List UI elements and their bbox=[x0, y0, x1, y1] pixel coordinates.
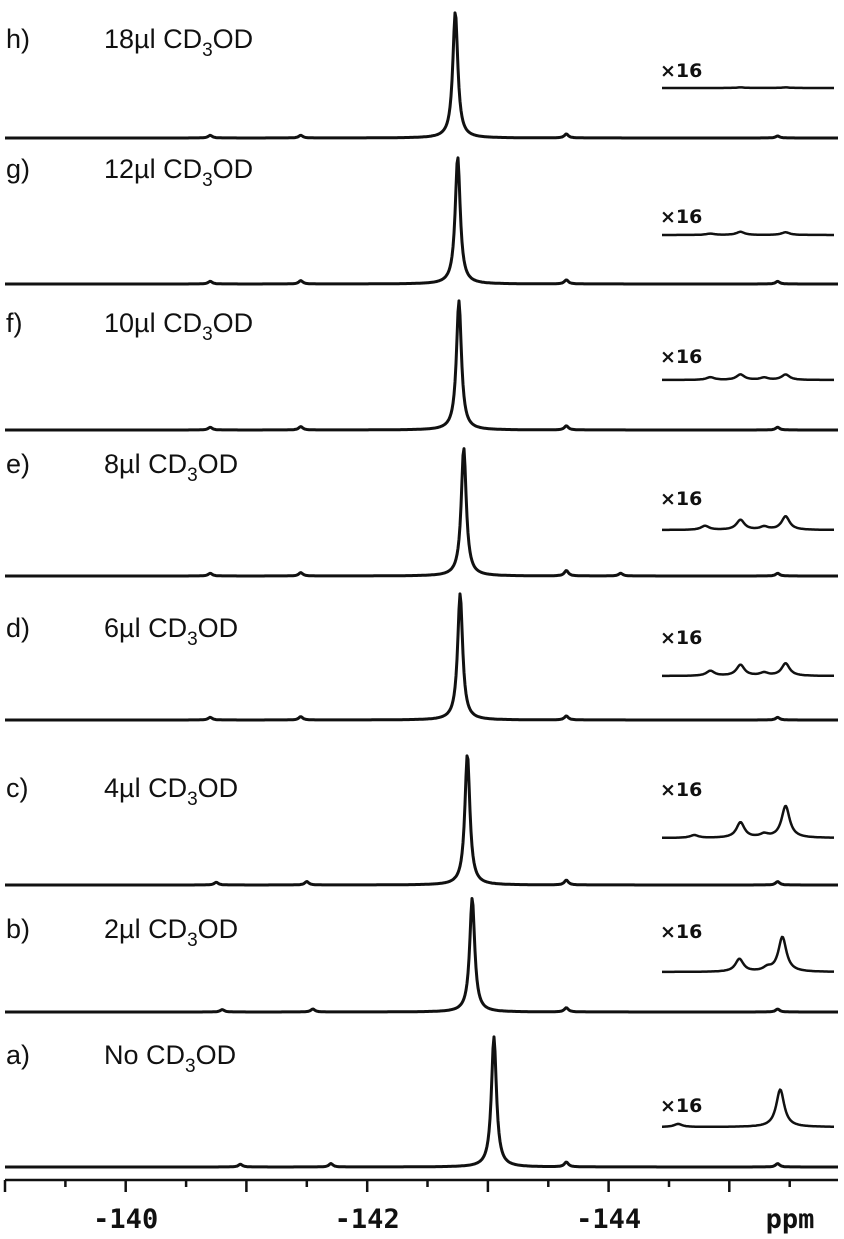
trace-name-tail-a: OD bbox=[196, 1040, 237, 1070]
x-tick-label: -144 bbox=[576, 1204, 641, 1235]
magnification-label-h: ×16 bbox=[660, 60, 702, 82]
trace-name-g: 12µl CD3OD bbox=[104, 154, 253, 191]
spectrum-a: ×16 a) No CD3OD bbox=[4, 1035, 839, 1169]
trace-name-main-c: 4µl CD bbox=[104, 773, 187, 803]
magnification-label-d: ×16 bbox=[660, 627, 702, 649]
spectrum-trace-h bbox=[4, 11, 839, 140]
x-tick-label: -142 bbox=[335, 1204, 400, 1235]
trace-name-sub-d: 3 bbox=[187, 629, 198, 650]
spectrum-e: ×16 e) 8µl CD3OD bbox=[4, 447, 839, 578]
x-axis-label: ppm bbox=[766, 1204, 815, 1235]
spectrum-b: ×16 b) 2µl CD3OD bbox=[4, 897, 839, 1014]
spectrum-trace-g bbox=[4, 156, 839, 286]
x-tick-label: -140 bbox=[93, 1204, 158, 1235]
spectrum-trace-c bbox=[4, 754, 839, 887]
trace-letter-f: f) bbox=[6, 308, 23, 338]
magnification-label-c: ×16 bbox=[660, 779, 702, 801]
spectrum-trace-f bbox=[4, 299, 839, 432]
spectra-group: ×16a) No CD3OD×16b) 2µl CD3OD×16c) 4µl CD3O… bbox=[4, 11, 839, 1169]
inset-trace-c bbox=[661, 804, 835, 840]
spectrum-trace-b bbox=[4, 897, 839, 1014]
inset-trace-a bbox=[661, 1088, 835, 1129]
trace-name-sub-g: 3 bbox=[202, 170, 213, 191]
magnification-label-e: ×16 bbox=[660, 488, 702, 510]
trace-name-sub-f: 3 bbox=[202, 324, 213, 345]
x-axis: -140 -142 -144 ppm bbox=[3, 1178, 838, 1235]
inset-trace-f bbox=[661, 373, 835, 382]
trace-letter-e: e) bbox=[6, 449, 30, 479]
trace-name-main-b: 2µl CD bbox=[104, 914, 187, 944]
trace-letter-h: h) bbox=[6, 24, 30, 54]
trace-name-tail-f: OD bbox=[213, 308, 254, 338]
trace-letter-c: c) bbox=[6, 773, 29, 803]
inset-trace-e bbox=[661, 515, 835, 532]
trace-name-tail-g: OD bbox=[213, 154, 254, 184]
trace-name-tail-b: OD bbox=[198, 914, 239, 944]
trace-name-f: 10µl CD3OD bbox=[104, 308, 253, 345]
trace-name-a: No CD3OD bbox=[104, 1040, 236, 1077]
trace-name-b: 2µl CD3OD bbox=[104, 914, 238, 951]
trace-name-sub-c: 3 bbox=[187, 789, 198, 810]
spectrum-trace-e bbox=[4, 447, 839, 578]
spectrum-trace-d bbox=[4, 592, 839, 722]
spectrum-h: ×16 h) 18µl CD3OD bbox=[4, 11, 839, 140]
trace-name-main-h: 18µl CD bbox=[104, 24, 202, 54]
trace-name-sub-h: 3 bbox=[202, 40, 213, 61]
magnification-label-a: ×16 bbox=[660, 1095, 702, 1117]
magnification-label-b: ×16 bbox=[660, 921, 702, 943]
inset-trace-h bbox=[661, 86, 835, 90]
spectrum-trace-a bbox=[4, 1035, 839, 1169]
trace-name-tail-e: OD bbox=[198, 449, 239, 479]
magnification-label-f: ×16 bbox=[660, 346, 702, 368]
inset-trace-g bbox=[661, 230, 835, 237]
trace-name-tail-c: OD bbox=[198, 773, 239, 803]
inset-trace-d bbox=[661, 662, 835, 678]
trace-letter-a: a) bbox=[6, 1040, 30, 1070]
trace-name-sub-b: 3 bbox=[187, 930, 198, 951]
trace-name-main-e: 8µl CD bbox=[104, 449, 187, 479]
trace-letter-b: b) bbox=[6, 914, 30, 944]
spectrum-c: ×16 c) 4µl CD3OD bbox=[4, 754, 839, 887]
trace-name-sub-a: 3 bbox=[185, 1056, 196, 1077]
trace-name-tail-d: OD bbox=[198, 613, 239, 643]
trace-name-c: 4µl CD3OD bbox=[104, 773, 238, 810]
trace-name-tail-h: OD bbox=[213, 24, 254, 54]
trace-name-e: 8µl CD3OD bbox=[104, 449, 238, 486]
trace-letter-g: g) bbox=[6, 154, 30, 184]
trace-name-d: 6µl CD3OD bbox=[104, 613, 238, 650]
trace-name-main-f: 10µl CD bbox=[104, 308, 202, 338]
spectrum-d: ×16 d) 6µl CD3OD bbox=[4, 592, 839, 722]
spectrum-g: ×16 g) 12µl CD3OD bbox=[4, 154, 839, 286]
trace-name-main-g: 12µl CD bbox=[104, 154, 202, 184]
trace-name-h: 18µl CD3OD bbox=[104, 24, 253, 61]
spectrum-f: ×16 f) 10µl CD3OD bbox=[4, 299, 839, 432]
inset-trace-b bbox=[661, 935, 835, 974]
trace-name-main-a: No CD bbox=[104, 1040, 185, 1070]
trace-name-sub-e: 3 bbox=[187, 465, 198, 486]
trace-name-main-d: 6µl CD bbox=[104, 613, 187, 643]
trace-letter-d: d) bbox=[6, 613, 30, 643]
x-axis-ticks: -140 -142 -144 bbox=[3, 1180, 791, 1235]
magnification-label-g: ×16 bbox=[660, 206, 702, 228]
